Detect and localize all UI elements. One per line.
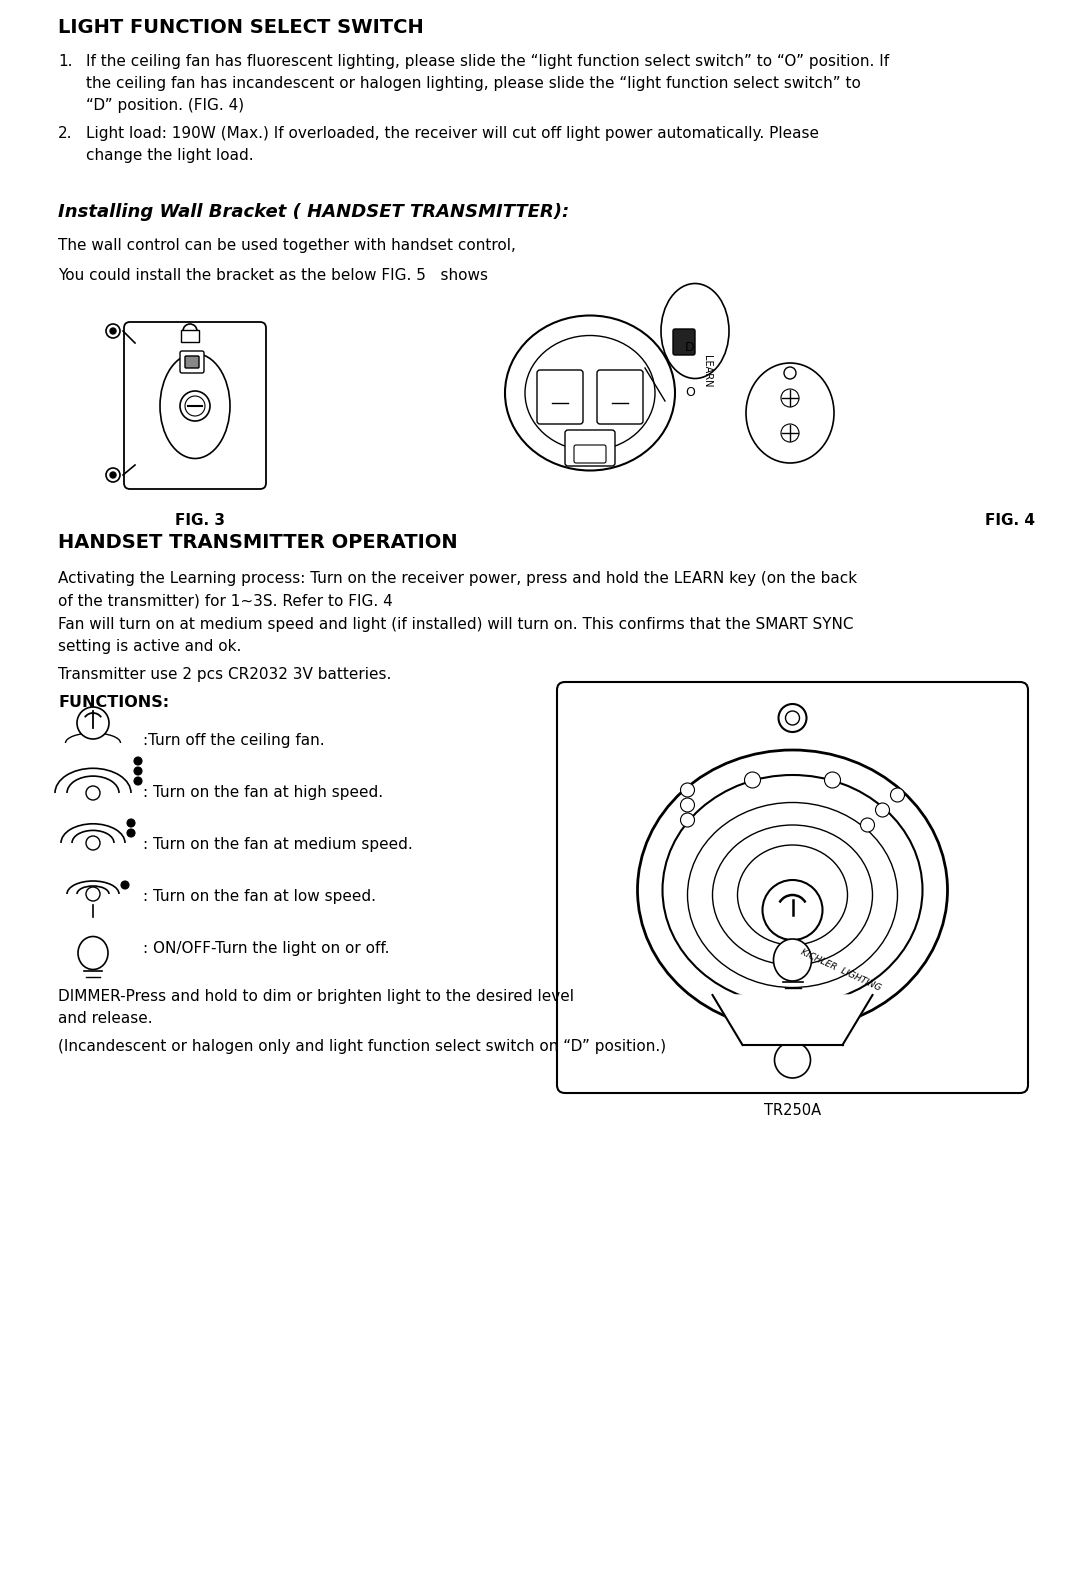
Circle shape bbox=[180, 392, 210, 422]
Text: Fan will turn on at medium speed and light (if installed) will turn on. This con: Fan will turn on at medium speed and lig… bbox=[58, 617, 853, 632]
FancyBboxPatch shape bbox=[185, 355, 199, 368]
FancyBboxPatch shape bbox=[124, 322, 266, 489]
Circle shape bbox=[681, 797, 695, 812]
Circle shape bbox=[183, 324, 197, 338]
Circle shape bbox=[781, 388, 799, 407]
Circle shape bbox=[121, 881, 129, 889]
Circle shape bbox=[106, 467, 120, 482]
Text: O: O bbox=[685, 385, 695, 399]
FancyBboxPatch shape bbox=[597, 369, 642, 425]
Ellipse shape bbox=[505, 316, 675, 471]
Text: 1.: 1. bbox=[58, 54, 73, 69]
Circle shape bbox=[762, 880, 822, 940]
Circle shape bbox=[110, 472, 117, 478]
Text: FUNCTIONS:: FUNCTIONS: bbox=[58, 695, 169, 711]
Text: D: D bbox=[685, 341, 695, 354]
Text: change the light load.: change the light load. bbox=[86, 148, 253, 163]
Text: LIGHT FUNCTION SELECT SWITCH: LIGHT FUNCTION SELECT SWITCH bbox=[58, 17, 423, 36]
Circle shape bbox=[185, 396, 205, 415]
FancyBboxPatch shape bbox=[673, 328, 695, 355]
Text: KICHLER  LIGHTING: KICHLER LIGHTING bbox=[799, 947, 882, 993]
Text: The wall control can be used together with handset control,: The wall control can be used together wi… bbox=[58, 238, 516, 253]
Text: 2.: 2. bbox=[58, 126, 73, 141]
Circle shape bbox=[781, 425, 799, 442]
Circle shape bbox=[890, 788, 904, 802]
Circle shape bbox=[86, 887, 100, 902]
Text: : Turn on the fan at medium speed.: : Turn on the fan at medium speed. bbox=[143, 837, 413, 853]
Circle shape bbox=[77, 707, 109, 739]
Text: of the transmitter) for 1~3S. Refer to FIG. 4: of the transmitter) for 1~3S. Refer to F… bbox=[58, 594, 392, 608]
Text: HANDSET TRANSMITTER OPERATION: HANDSET TRANSMITTER OPERATION bbox=[58, 534, 458, 553]
Circle shape bbox=[134, 756, 142, 764]
Text: : ON/OFF-Turn the light on or off.: : ON/OFF-Turn the light on or off. bbox=[143, 941, 389, 955]
Circle shape bbox=[681, 783, 695, 797]
Text: Installing Wall Bracket ( HANDSET TRANSMITTER):: Installing Wall Bracket ( HANDSET TRANSM… bbox=[58, 204, 570, 221]
Circle shape bbox=[861, 818, 874, 832]
Ellipse shape bbox=[687, 802, 898, 987]
Circle shape bbox=[86, 835, 100, 850]
Circle shape bbox=[786, 711, 800, 725]
Circle shape bbox=[778, 704, 806, 733]
Circle shape bbox=[784, 366, 796, 379]
Text: :Turn off the ceiling fan.: :Turn off the ceiling fan. bbox=[143, 733, 325, 748]
Ellipse shape bbox=[637, 750, 947, 1030]
Circle shape bbox=[134, 777, 142, 785]
FancyBboxPatch shape bbox=[566, 429, 615, 466]
Text: TR250A: TR250A bbox=[764, 1104, 821, 1118]
Text: Transmitter use 2 pcs CR2032 3V batteries.: Transmitter use 2 pcs CR2032 3V batterie… bbox=[58, 666, 391, 682]
Ellipse shape bbox=[78, 936, 108, 970]
Text: and release.: and release. bbox=[58, 1011, 153, 1026]
Circle shape bbox=[127, 820, 135, 827]
Text: LEARN: LEARN bbox=[702, 355, 712, 387]
Circle shape bbox=[127, 829, 135, 837]
Text: “D” position. (FIG. 4): “D” position. (FIG. 4) bbox=[86, 98, 244, 114]
Circle shape bbox=[134, 767, 142, 775]
Circle shape bbox=[86, 786, 100, 801]
Ellipse shape bbox=[774, 940, 811, 981]
Text: FIG. 4: FIG. 4 bbox=[985, 513, 1035, 527]
Ellipse shape bbox=[661, 284, 729, 379]
Ellipse shape bbox=[713, 824, 872, 965]
Text: You could install the bracket as the below FIG. 5   shows: You could install the bracket as the bel… bbox=[58, 268, 489, 283]
FancyBboxPatch shape bbox=[181, 330, 199, 343]
FancyBboxPatch shape bbox=[574, 445, 606, 463]
Circle shape bbox=[775, 1042, 810, 1078]
Circle shape bbox=[681, 813, 695, 827]
Text: setting is active and ok.: setting is active and ok. bbox=[58, 639, 242, 654]
Text: If the ceiling fan has fluorescent lighting, please slide the “light function se: If the ceiling fan has fluorescent light… bbox=[86, 54, 889, 69]
FancyBboxPatch shape bbox=[557, 682, 1028, 1093]
Circle shape bbox=[110, 328, 117, 335]
Circle shape bbox=[744, 772, 760, 788]
Text: DIMMER-Press and hold to dim or brighten light to the desired level: DIMMER-Press and hold to dim or brighten… bbox=[58, 988, 574, 1004]
Ellipse shape bbox=[525, 335, 655, 450]
Circle shape bbox=[824, 772, 840, 788]
Circle shape bbox=[876, 804, 889, 816]
Text: : Turn on the fan at low speed.: : Turn on the fan at low speed. bbox=[143, 889, 376, 905]
Text: FIG. 3: FIG. 3 bbox=[175, 513, 224, 527]
Text: (Incandescent or halogen only and light function select switch on “D” position.): (Incandescent or halogen only and light … bbox=[58, 1039, 666, 1055]
Text: Activating the Learning process: Turn on the receiver power, press and hold the : Activating the Learning process: Turn on… bbox=[58, 572, 857, 586]
FancyBboxPatch shape bbox=[537, 369, 583, 425]
Ellipse shape bbox=[663, 775, 923, 1004]
Ellipse shape bbox=[160, 354, 230, 458]
Circle shape bbox=[106, 324, 120, 338]
Ellipse shape bbox=[746, 363, 834, 463]
Text: Light load: 190W (Max.) If overloaded, the receiver will cut off light power aut: Light load: 190W (Max.) If overloaded, t… bbox=[86, 126, 819, 141]
Text: : Turn on the fan at high speed.: : Turn on the fan at high speed. bbox=[143, 785, 383, 801]
Text: the ceiling fan has incandescent or halogen lighting, please slide the “light fu: the ceiling fan has incandescent or halo… bbox=[86, 76, 861, 92]
Polygon shape bbox=[713, 995, 872, 1045]
Ellipse shape bbox=[738, 845, 848, 944]
FancyBboxPatch shape bbox=[180, 351, 204, 373]
